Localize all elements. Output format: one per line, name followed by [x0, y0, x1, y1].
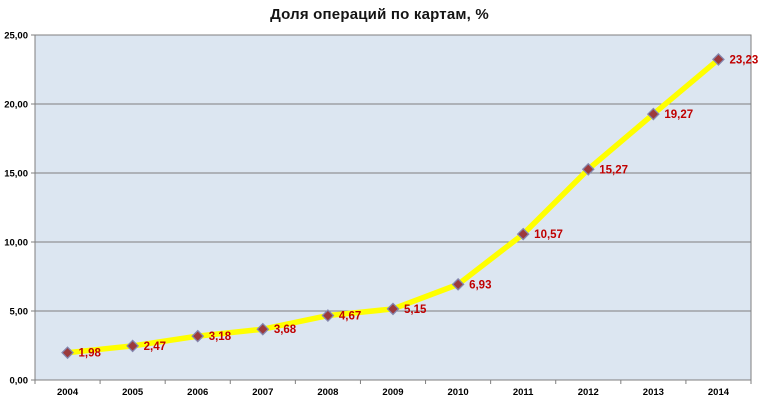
data-point-marker	[451, 277, 465, 291]
data-point-label: 4,67	[339, 311, 361, 323]
data-point-label: 3,18	[209, 331, 232, 343]
data-point-label: 23,23	[729, 54, 758, 66]
y-tick-label: 5,00	[10, 307, 29, 318]
data-point-marker	[321, 309, 335, 322]
data-point-marker	[712, 53, 725, 66]
x-tick-label: 2008	[317, 387, 338, 398]
data-point-marker	[581, 162, 595, 176]
x-tick-label: 2013	[643, 387, 664, 398]
x-tick-label: 2012	[578, 387, 599, 398]
data-point-label: 2,47	[144, 341, 166, 353]
data-point-marker	[191, 329, 205, 343]
x-tick-label: 2011	[513, 387, 534, 398]
x-tick-label: 2010	[448, 387, 469, 398]
x-tick-label: 2014	[708, 387, 730, 398]
plot-border	[34, 34, 752, 381]
x-tick-label: 2005	[122, 387, 144, 398]
data-point-label: 6,93	[469, 279, 491, 291]
data-point-label: 3,68	[274, 324, 297, 336]
data-point-marker	[646, 107, 660, 121]
chart-title: Доля операций по картам, %	[270, 6, 489, 23]
data-point-marker	[126, 339, 140, 353]
data-point-label: 19,27	[664, 109, 693, 121]
data-point-label: 10,57	[534, 229, 563, 241]
y-tick-label: 20,00	[4, 100, 28, 111]
x-tick-label: 2009	[382, 387, 403, 398]
data-point-label: 15,27	[599, 164, 628, 176]
data-point-marker	[61, 346, 74, 360]
data-point-label: 5,15	[404, 304, 427, 316]
y-tick-label: 0,00	[10, 376, 29, 387]
y-tick-label: 10,00	[4, 238, 28, 249]
data-point-marker	[386, 302, 400, 316]
x-tick-label: 2007	[252, 387, 273, 398]
x-tick-label: 2006	[187, 387, 208, 398]
plot-area	[35, 35, 751, 380]
y-tick-label: 25,00	[4, 31, 28, 42]
y-tick-label: 15,00	[4, 169, 28, 180]
data-point-marker	[256, 322, 270, 336]
data-point-label: 1,98	[79, 348, 102, 360]
x-tick-label: 2004	[57, 387, 79, 398]
data-point-marker	[516, 227, 530, 241]
